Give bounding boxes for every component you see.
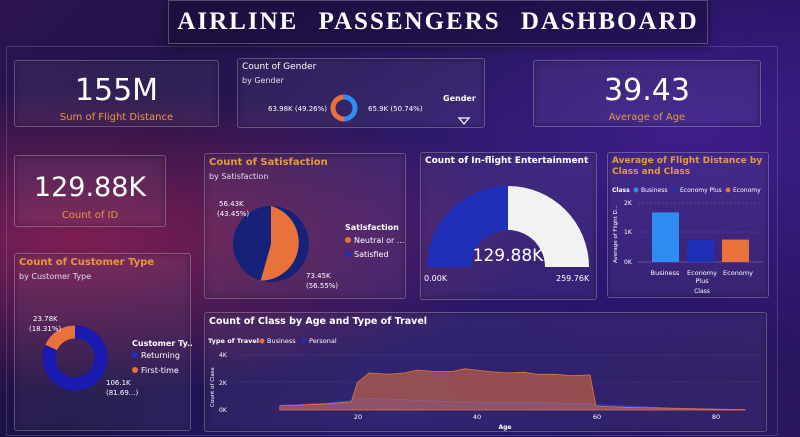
customer-type-donut-chart: 23.78K (18.31%) 106.1K (81.69...) Custom… bbox=[29, 315, 192, 397]
legend-label-business: Business bbox=[641, 187, 667, 194]
customer-slice-first-time[interactable] bbox=[41, 324, 110, 393]
satisfaction-label-a2: (43.45%) bbox=[217, 210, 249, 218]
bar-business[interactable] bbox=[652, 212, 679, 262]
entertainment-gauge: 129.88K 0.00K 259.76K bbox=[424, 186, 590, 283]
legend-label-business: Business bbox=[267, 337, 296, 345]
y-tick-4k: 4K bbox=[219, 352, 228, 359]
card-title: Count of Class by Age and Type of Travel bbox=[209, 316, 428, 327]
flight-distance-bar-chart: Class Business Economy Plus Economy Aver… bbox=[612, 187, 763, 295]
customer-label-b2: (81.69...) bbox=[106, 389, 138, 397]
legend-label-first-time: First-time bbox=[141, 366, 179, 375]
card-title: Count of Gender bbox=[242, 62, 317, 72]
bar-economy-plus[interactable] bbox=[687, 239, 714, 262]
satisfaction-label-a1: 56.43K bbox=[219, 200, 244, 208]
legend-dot-returning bbox=[132, 352, 138, 358]
y-axis-label: Count of Class bbox=[210, 367, 216, 407]
kpi-value: 39.43 bbox=[604, 73, 690, 108]
legend-dot-business bbox=[259, 338, 265, 344]
satisfaction-pie-chart: 56.43K (43.45%) 73.45K (56.55%) Satisfac… bbox=[217, 200, 404, 290]
card-title: Count of In-flight Entertainment bbox=[425, 156, 589, 166]
x-axis-label: Age bbox=[498, 424, 511, 431]
legend-label-eco-plus: Economy Plus bbox=[680, 187, 722, 194]
gauge-min: 0.00K bbox=[424, 274, 448, 283]
x-tick-60: 60 bbox=[593, 413, 601, 421]
gender-left-label: 63.98K (49.26%) bbox=[268, 105, 327, 113]
customer-label-a1: 23.78K bbox=[33, 315, 58, 323]
satisfaction-legend-title: Satisfaction bbox=[345, 223, 399, 232]
card-subtitle: by Satisfaction bbox=[209, 172, 269, 181]
age-travel-area-chart: Type of Travel Business Personal Count o… bbox=[208, 337, 760, 431]
customer-label-a2: (18.31%) bbox=[29, 325, 61, 333]
y-tick-2k: 2K bbox=[219, 380, 228, 387]
gauge-fill[interactable] bbox=[427, 186, 508, 267]
kpi-card-flight-distance[interactable]: 155M Sum of Flight Distance bbox=[14, 60, 219, 127]
gender-slice-right[interactable] bbox=[330, 94, 358, 122]
legend-dot-neutral bbox=[345, 237, 351, 243]
legend-label-returning: Returning bbox=[141, 351, 180, 360]
y-tick-0k: 0K bbox=[219, 407, 228, 414]
area-business[interactable] bbox=[279, 368, 746, 411]
card-title: Count of Customer Type bbox=[19, 257, 155, 268]
y-tick-0k: 0K bbox=[624, 259, 633, 266]
kpi-label: Count of ID bbox=[61, 210, 119, 221]
card-title: Count of Satisfaction bbox=[209, 157, 328, 168]
x-axis-title: Class bbox=[694, 288, 710, 295]
legend-dot-personal bbox=[301, 338, 307, 344]
bar-economy[interactable] bbox=[722, 239, 749, 262]
kpi-card-average-age[interactable]: 39.43 Average of Age bbox=[533, 60, 761, 127]
dashboard-frame bbox=[6, 46, 778, 436]
legend-label-neutral: Neutral or ... bbox=[354, 236, 404, 245]
kpi-label: Average of Age bbox=[608, 112, 686, 123]
legend-label-satisfied: Satisfied bbox=[354, 250, 389, 259]
legend-title: Class bbox=[612, 187, 630, 194]
y-tick-2k: 2K bbox=[624, 200, 633, 207]
gender-right-label: 65.9K (50.74%) bbox=[368, 105, 423, 113]
x-tick-20: 20 bbox=[354, 413, 362, 421]
dashboard-title: AIRLINE PASSENGERS DASHBOARD bbox=[177, 8, 699, 35]
card-title: Average of Flight Distance by Class and … bbox=[612, 156, 763, 177]
gauge-value: 129.88K bbox=[473, 246, 544, 266]
kpi-value: 155M bbox=[74, 73, 159, 108]
dashboard-title-bar: AIRLINE PASSENGERS DASHBOARD bbox=[168, 0, 708, 44]
customer-label-b1: 106.1K bbox=[106, 379, 131, 387]
x-tick-80: 80 bbox=[712, 413, 720, 421]
x-tick-economy: Economy bbox=[723, 269, 753, 277]
kpi-value: 129.88K bbox=[33, 172, 147, 203]
x-tick-business: Business bbox=[651, 269, 680, 277]
x-tick-40: 40 bbox=[473, 413, 481, 421]
legend-dot-eco-plus bbox=[672, 187, 678, 193]
entertainment-card[interactable]: Count of In-flight Entertainment 129.88K… bbox=[420, 152, 597, 300]
satisfaction-card[interactable]: Count of Satisfaction by Satisfaction 56… bbox=[204, 153, 406, 299]
gauge-remaining[interactable] bbox=[508, 186, 589, 267]
customer-type-card[interactable]: Count of Customer Type by Customer Type … bbox=[14, 253, 192, 431]
gender-donut-chart: 63.98K (49.26%) 65.9K (50.74%) Gender bbox=[268, 94, 476, 125]
customer-legend-title: Customer Ty... bbox=[132, 339, 192, 348]
gender-card[interactable]: Count of Gender by Gender 63.98K (49.26%… bbox=[237, 58, 485, 128]
x-tick-economy-plus-1: Economy bbox=[687, 269, 717, 277]
card-subtitle: by Customer Type bbox=[19, 272, 92, 281]
y-tick-1k: 1K bbox=[624, 229, 633, 236]
gauge-max: 259.76K bbox=[556, 274, 590, 283]
flight-distance-class-card[interactable]: Average of Flight Distance by Class and … bbox=[607, 152, 769, 298]
legend-dot-business bbox=[633, 187, 639, 193]
x-tick-economy-plus-2: Plus bbox=[695, 277, 709, 285]
legend-dot-first-time bbox=[132, 367, 138, 373]
legend-dot-economy bbox=[725, 187, 731, 193]
card-subtitle: by Gender bbox=[242, 76, 284, 85]
satisfaction-slice-neutral[interactable] bbox=[260, 206, 299, 281]
kpi-label: Sum of Flight Distance bbox=[59, 112, 174, 123]
legend-dot-satisfied bbox=[345, 251, 351, 257]
satisfaction-label-b1: 73.45K bbox=[306, 272, 331, 280]
satisfaction-label-b2: (56.55%) bbox=[306, 282, 338, 290]
triangle-down-icon[interactable] bbox=[457, 117, 471, 125]
legend-label-economy: Economy bbox=[733, 187, 761, 194]
y-axis-label: Average of Flight D... bbox=[613, 205, 619, 263]
gender-legend-title: Gender bbox=[443, 94, 476, 103]
kpi-card-count-id[interactable]: 129.88K Count of ID bbox=[14, 155, 166, 227]
age-travel-card[interactable]: Count of Class by Age and Type of Travel… bbox=[204, 312, 767, 432]
legend-title: Type of Travel bbox=[208, 337, 259, 345]
legend-label-personal: Personal bbox=[309, 337, 337, 345]
